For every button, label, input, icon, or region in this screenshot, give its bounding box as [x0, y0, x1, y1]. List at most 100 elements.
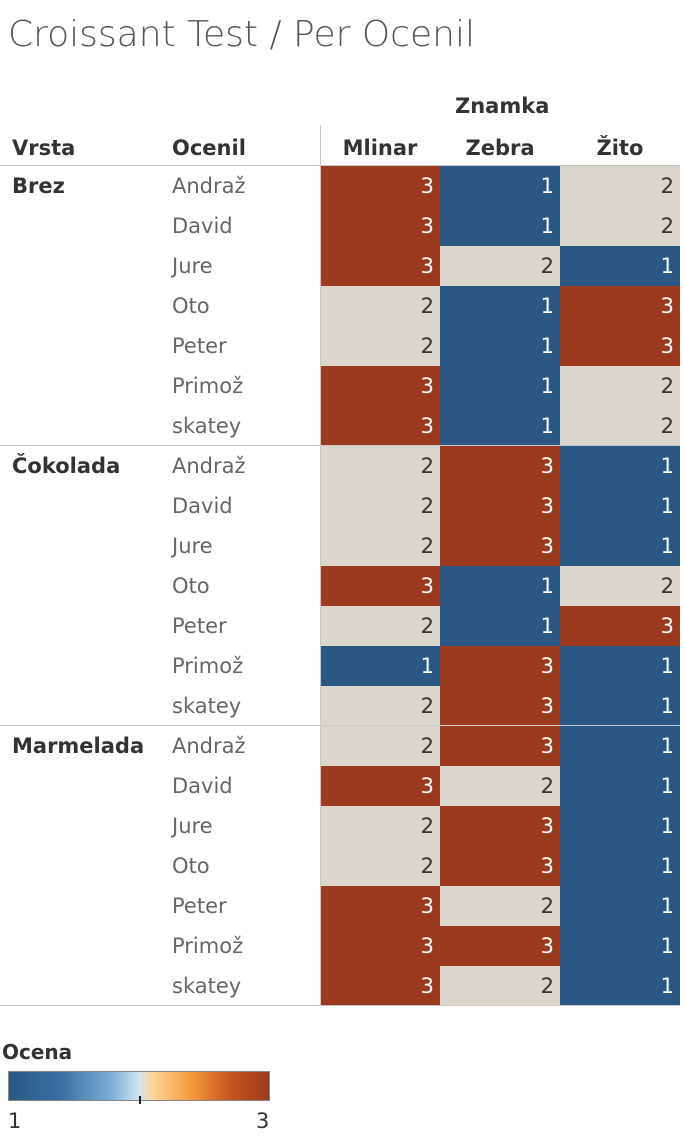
cell-value: 2: [420, 734, 434, 758]
heatmap-cell: 3: [320, 966, 440, 1006]
row-label: skatey: [172, 414, 242, 438]
header-divider: [320, 125, 321, 167]
heatmap-cell: 1: [560, 246, 680, 286]
heatmap-cell: 3: [440, 646, 560, 686]
cell-value: 2: [420, 334, 434, 358]
heatmap-cell: 3: [440, 526, 560, 566]
heatmap-cell: 2: [560, 166, 680, 206]
cell-value: 3: [420, 774, 434, 798]
group-divider: [0, 1005, 680, 1006]
heatmap-cell: 2: [440, 766, 560, 806]
heatmap-cell: 3: [440, 486, 560, 526]
row-label: Peter: [172, 334, 227, 358]
cell-value: 2: [540, 974, 554, 998]
row-label: Jure: [172, 254, 213, 278]
cell-value: 1: [540, 294, 554, 318]
cell-value: 1: [540, 374, 554, 398]
cell-value: 2: [540, 254, 554, 278]
heatmap-cell: 1: [440, 326, 560, 366]
heatmap-cell: 3: [440, 806, 560, 846]
cell-value: 3: [420, 894, 434, 918]
row-label: David: [172, 774, 233, 798]
cell-value: 2: [660, 414, 674, 438]
cell-value: 3: [540, 454, 554, 478]
column-group-header: Znamka: [455, 94, 550, 118]
ocenil-header: Ocenil: [172, 136, 246, 160]
heatmap-cell: 1: [440, 166, 560, 206]
column-header: Mlinar: [342, 136, 418, 160]
heatmap-cell: 2: [320, 726, 440, 766]
column-header: Zebra: [465, 136, 535, 160]
row-label: David: [172, 494, 233, 518]
label-divider: [320, 166, 321, 1006]
row-label: Oto: [172, 574, 210, 598]
cell-value: 3: [420, 574, 434, 598]
cell-value: 1: [660, 454, 674, 478]
heatmap-cell: 3: [320, 766, 440, 806]
heatmap-cell: 2: [560, 206, 680, 246]
cell-value: 3: [420, 974, 434, 998]
legend-tick: [139, 1096, 141, 1104]
heatmap-cell: 1: [560, 646, 680, 686]
heatmap-cell: 3: [320, 166, 440, 206]
chart-title: Croissant Test / Per Ocenil: [8, 14, 475, 55]
group-label: Brez: [12, 174, 65, 198]
cell-value: 3: [420, 254, 434, 278]
heatmap-cell: 2: [320, 446, 440, 486]
cell-value: 3: [540, 694, 554, 718]
heatmap-cell: 3: [560, 286, 680, 326]
heatmap-cell: 1: [440, 206, 560, 246]
group-divider: [0, 445, 680, 446]
heatmap-cell: 1: [560, 686, 680, 726]
cell-value: 1: [540, 414, 554, 438]
heatmap-cell: 3: [320, 566, 440, 606]
row-label: skatey: [172, 974, 242, 998]
cell-value: 1: [660, 734, 674, 758]
cell-value: 1: [660, 854, 674, 878]
cell-value: 2: [420, 494, 434, 518]
cell-value: 3: [540, 854, 554, 878]
heatmap-cell: 1: [560, 806, 680, 846]
group-divider: [0, 725, 680, 726]
heatmap-cell: 1: [560, 886, 680, 926]
cell-value: 1: [540, 614, 554, 638]
cell-value: 1: [660, 894, 674, 918]
cell-value: 1: [660, 534, 674, 558]
cell-value: 1: [660, 974, 674, 998]
row-label: Jure: [172, 534, 213, 558]
cell-value: 3: [420, 934, 434, 958]
header-rule: [0, 165, 680, 166]
vrsta-header: Vrsta: [12, 136, 76, 160]
heatmap-cell: 3: [440, 846, 560, 886]
cell-value: 1: [660, 774, 674, 798]
cell-value: 2: [660, 214, 674, 238]
row-label: Andraž: [172, 174, 246, 198]
cell-value: 2: [540, 774, 554, 798]
heatmap-cell: 1: [560, 486, 680, 526]
cell-value: 3: [540, 934, 554, 958]
cell-value: 3: [420, 414, 434, 438]
cell-value: 3: [660, 334, 674, 358]
cell-value: 1: [660, 654, 674, 678]
heatmap-cell: 3: [320, 206, 440, 246]
cell-value: 2: [420, 814, 434, 838]
row-label: Oto: [172, 854, 210, 878]
row-label: Oto: [172, 294, 210, 318]
cell-value: 2: [420, 534, 434, 558]
heatmap-cell: 3: [440, 926, 560, 966]
heatmap-cell: 3: [320, 926, 440, 966]
cell-value: 1: [540, 214, 554, 238]
cell-value: 3: [540, 494, 554, 518]
heatmap-cell: 2: [320, 846, 440, 886]
group-label: Čokolada: [12, 454, 121, 478]
heatmap-cell: 2: [320, 526, 440, 566]
cell-value: 3: [540, 814, 554, 838]
heatmap-cell: 1: [440, 286, 560, 326]
cell-value: 3: [660, 614, 674, 638]
heatmap-cell: 2: [440, 966, 560, 1006]
heatmap-cell: 1: [560, 766, 680, 806]
row-label: Andraž: [172, 454, 246, 478]
row-label: Andraž: [172, 734, 246, 758]
legend-min-label: 1: [8, 1109, 22, 1133]
heatmap-cell: 1: [320, 646, 440, 686]
